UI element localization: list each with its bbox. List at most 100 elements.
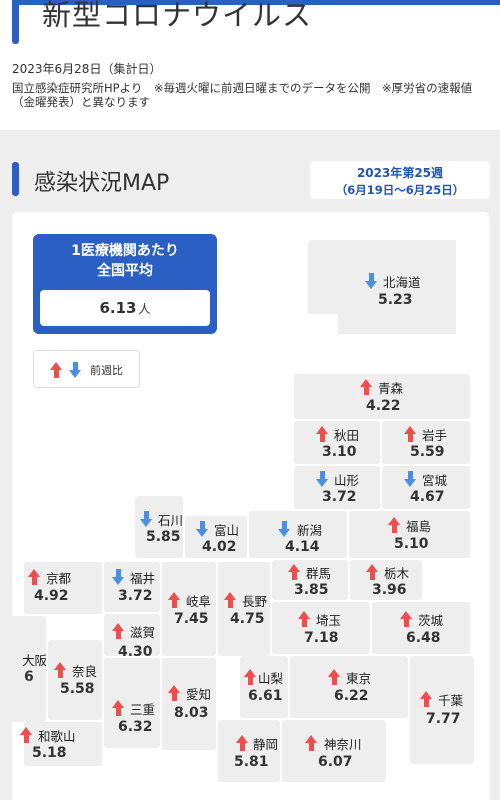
prefecture-name: 埼玉: [316, 613, 342, 628]
legend-label: 前週比: [90, 364, 123, 377]
prefecture-value: 3.85: [294, 582, 329, 598]
down-arrow-icon: [140, 511, 153, 527]
prefecture-value: 3.72: [322, 489, 357, 505]
prefecture-tile-tochigi[interactable]: 栃木 3.96: [350, 560, 422, 600]
up-arrow-icon: [28, 569, 41, 585]
prefecture-tile-miyagi[interactable]: 宮城 4.67: [382, 466, 470, 509]
prefecture-name: 千葉: [438, 693, 464, 708]
trend-legend: 前週比: [33, 350, 140, 388]
prefecture-name: 秋田: [334, 428, 360, 443]
prefecture-name: 長野: [242, 594, 268, 609]
prefecture-tile-ibaraki[interactable]: 茨城 6.48: [372, 602, 470, 654]
prefecture-name: 栃木: [384, 566, 410, 581]
prefecture-tile-osaka[interactable]: 大阪 6: [12, 616, 46, 722]
prefecture-name: 愛知: [186, 687, 212, 702]
prefecture-tile-ishikawa[interactable]: 石川 5.85: [135, 496, 183, 558]
prefecture-name: 石川: [158, 513, 184, 528]
prefecture-name: 茨城: [418, 613, 444, 628]
national-average-value: 6.13: [99, 299, 137, 317]
prefecture-value: 4.22: [366, 398, 401, 414]
prefecture-name: 山形: [334, 473, 360, 488]
prefecture-value: 3.96: [372, 582, 407, 598]
prefecture-name: 福井: [130, 571, 156, 586]
prefecture-value: 4.67: [410, 489, 445, 505]
prefecture-name: 神奈川: [324, 737, 362, 752]
prefecture-tile-yamagata[interactable]: 山形 3.72: [294, 466, 380, 509]
up-arrow-icon: [388, 517, 401, 533]
down-arrow-icon: [112, 569, 125, 585]
week-label: 2023年第25週: [356, 166, 444, 180]
source-note: 国立感染症研究所HPより ※毎週火曜に前週日曜までのデータを公開 ※厚労省の速報…: [12, 81, 473, 109]
prefecture-value: 5.18: [32, 745, 67, 761]
up-arrow-icon: [400, 611, 413, 627]
prefecture-value: 6.07: [318, 754, 353, 770]
up-arrow-icon: [112, 623, 125, 639]
prefecture-tile-yamanashi[interactable]: 山梨 6.61: [240, 656, 288, 718]
prefecture-tile-wakayama[interactable]: 和歌山 5.18: [20, 722, 102, 766]
prefecture-tile-iwate[interactable]: 岩手 5.59: [382, 421, 470, 464]
prefecture-name: 群馬: [306, 566, 332, 581]
prefecture-value: 7.77: [426, 711, 461, 727]
up-arrow-icon: [328, 669, 341, 685]
prefecture-value: 5.59: [410, 444, 445, 460]
up-arrow-icon: [112, 700, 125, 716]
prefecture-tile-kanagawa[interactable]: 神奈川 6.07: [282, 720, 386, 782]
prefecture-tile-nagano[interactable]: 長野 4.75: [218, 562, 270, 656]
prefecture-tile-hokkaido[interactable]: 北海道 5.23: [294, 240, 470, 334]
prefecture-tile-chiba[interactable]: 千葉 7.77: [410, 656, 474, 764]
prefecture-value: 4.30: [118, 644, 153, 660]
prefecture-name: 三重: [130, 702, 156, 717]
prefecture-name: 富山: [214, 523, 240, 538]
down-arrow-icon: [196, 521, 209, 537]
prefecture-tile-tokyo[interactable]: 東京 6.22: [290, 656, 408, 718]
national-average-unit: 人: [138, 302, 151, 316]
up-arrow-icon: [168, 592, 181, 608]
prefecture-value: 4.14: [285, 539, 320, 555]
week-range: （6月19日～6月25日）: [335, 183, 465, 197]
prefecture-name: 新潟: [297, 523, 323, 538]
up-arrow-icon: [366, 564, 379, 580]
down-arrow-icon: [365, 273, 378, 289]
prefecture-tile-shiga[interactable]: 滋賀 4.30: [104, 614, 160, 660]
prefecture-tile-toyama[interactable]: 富山 4.02: [185, 516, 247, 558]
down-arrow-icon: [404, 471, 417, 487]
prefecture-name: 東京: [346, 671, 372, 686]
prefecture-tile-gifu[interactable]: 岐阜 7.45: [162, 562, 216, 656]
prefecture-tile-fukushima[interactable]: 福島 5.10: [349, 511, 470, 558]
page-title: 新型コロナウイルス: [42, 0, 313, 32]
prefecture-tile-kyoto[interactable]: 京都 4.92: [24, 562, 102, 614]
prefecture-tile-fukui[interactable]: 福井 3.72: [104, 562, 160, 612]
prefecture-tile-akita[interactable]: 秋田 3.10: [294, 421, 380, 464]
aggregation-date: 2023年6月28日（集計日）: [12, 62, 162, 76]
prefecture-tile-gunma[interactable]: 群馬 3.85: [272, 560, 348, 600]
up-arrow-icon: [305, 735, 318, 751]
prefecture-name: 和歌山: [38, 729, 76, 744]
prefecture-tile-saitama[interactable]: 埼玉 7.18: [272, 602, 370, 654]
prefecture-value: 6.32: [118, 719, 153, 735]
up-arrow-icon: [168, 685, 181, 701]
header-accent-line: [12, 0, 500, 5]
legend-down-arrow-icon: [69, 362, 82, 378]
prefecture-value: 5.23: [378, 292, 413, 308]
prefecture-name: 大阪: [22, 653, 46, 668]
up-arrow-icon: [236, 735, 249, 751]
prefecture-tile-shizuoka[interactable]: 静岡 5.81: [218, 720, 280, 782]
week-label-box: 2023年第25週 （6月19日～6月25日）: [310, 161, 490, 199]
prefecture-tile-mie[interactable]: 三重 6.32: [104, 658, 160, 748]
prefecture-value: 3.72: [118, 588, 153, 604]
prefecture-value: 4.75: [230, 611, 265, 627]
prefecture-value: 7.45: [174, 611, 209, 627]
national-average-label-line2: 全国平均: [97, 263, 153, 279]
prefecture-tile-aichi[interactable]: 愛知 8.03: [162, 658, 216, 750]
prefecture-name: 岩手: [422, 428, 448, 443]
legend-up-arrow-icon: [50, 362, 63, 378]
prefecture-value: 7.18: [304, 630, 339, 646]
up-arrow-icon: [244, 669, 257, 685]
prefecture-tile-aomori[interactable]: 青森 4.22: [294, 374, 470, 419]
prefecture-tile-niigata[interactable]: 新潟 4.14: [249, 511, 347, 558]
up-arrow-icon: [224, 592, 237, 608]
up-arrow-icon: [316, 426, 329, 442]
up-arrow-icon: [360, 379, 373, 395]
prefecture-tile-nara[interactable]: 奈良 5.58: [48, 640, 102, 720]
prefecture-name: 宮城: [422, 473, 448, 488]
